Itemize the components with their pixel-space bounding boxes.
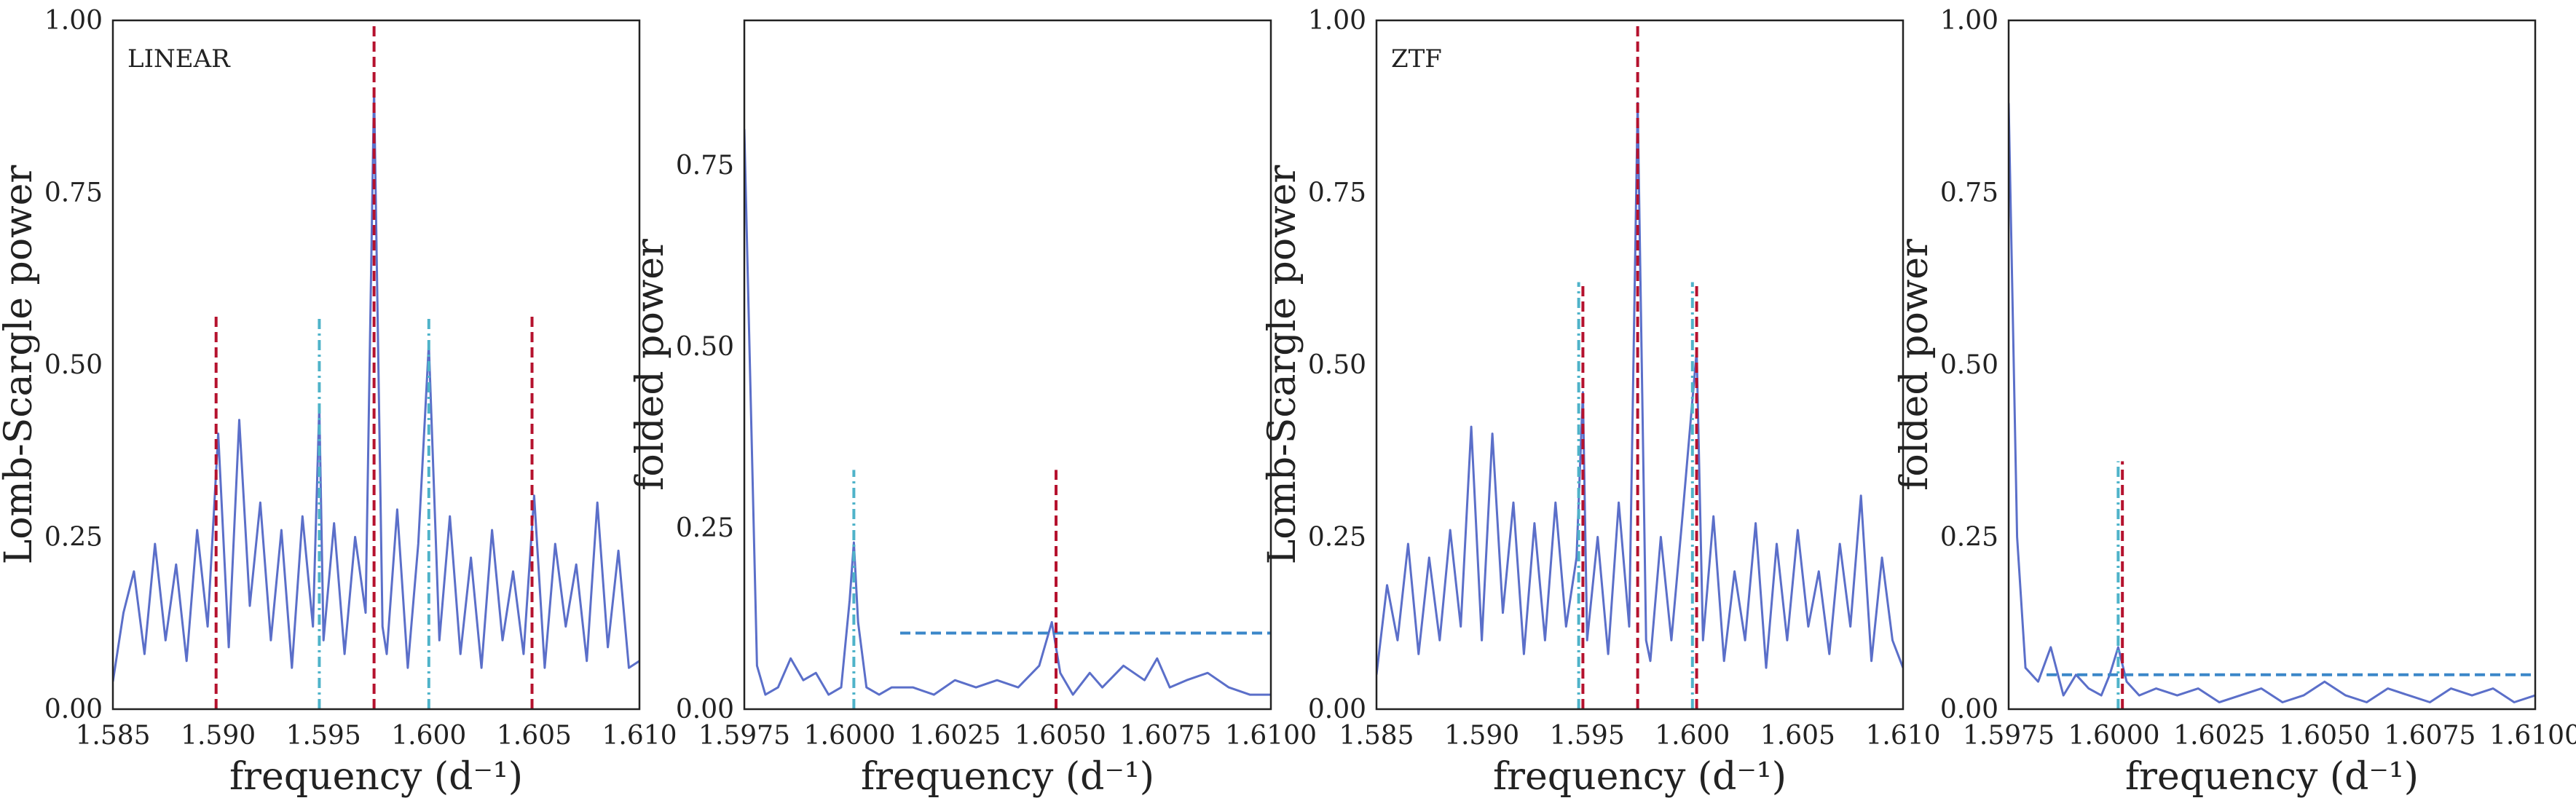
chart-panel-4: 1.5975 1.6000 1.6025 1.6050 1.6075 1.6100 0.00…	[1893, 6, 2576, 799]
series-line-1	[744, 129, 1271, 696]
x-tick-label: 1.600	[391, 721, 466, 751]
series-line-1	[113, 88, 639, 682]
y-tick-label: 1.00	[1940, 6, 1998, 36]
x-tick-label: 1.610	[1865, 721, 1940, 751]
x-tick-label: 1.6000	[804, 721, 896, 751]
x-tick-label: 1.595	[1550, 721, 1625, 751]
axes-frame	[1375, 19, 1905, 711]
x-axis-label: frequency (d⁻¹)	[861, 755, 1154, 799]
series-line-1	[1376, 102, 1903, 675]
x-tick-label: 1.595	[286, 721, 361, 751]
axes-frame	[743, 19, 1272, 711]
y-tick-label: 0.75	[1308, 178, 1366, 208]
series-line-1	[2009, 103, 2535, 703]
y-axis-label: folded power	[1893, 239, 1937, 491]
x-tick-label: 1.5975	[1963, 721, 2055, 751]
y-axis-label: Lomb-Scargle power	[0, 165, 41, 565]
x-tick-label: 1.600	[1655, 721, 1730, 751]
y-tick-label: 0.25	[1308, 523, 1366, 553]
x-tick-label: 1.6025	[2173, 721, 2265, 751]
y-tick-label: 0.50	[44, 350, 103, 380]
panel-label: LINEAR	[127, 44, 231, 74]
x-tick-label: 1.6025	[909, 721, 1001, 751]
x-tick-label: 1.585	[75, 721, 150, 751]
y-tick-label: 1.00	[44, 6, 103, 36]
chart-panel-1: 1.585 1.590 1.595 1.600 1.605 1.610 0.00 0.25 0.…	[0, 6, 677, 799]
x-tick-label: 1.6100	[2489, 721, 2576, 751]
y-axis-label: Lomb-Scargle power	[1261, 165, 1304, 565]
x-tick-label: 1.590	[181, 721, 256, 751]
x-tick-label: 1.610	[602, 721, 677, 751]
x-axis-label: frequency (d⁻¹)	[2125, 755, 2419, 799]
y-tick-label: 0.50	[1308, 350, 1366, 380]
x-tick-label: 1.6050	[2279, 721, 2371, 751]
x-tick-label: 1.6075	[2384, 721, 2475, 751]
y-tick-label: 0.50	[1940, 350, 1998, 380]
axes-frame	[2007, 19, 2537, 711]
y-tick-label: 0.50	[676, 332, 734, 362]
y-tick-label: 0.75	[676, 151, 734, 181]
y-tick-label: 0.25	[676, 513, 734, 543]
y-tick-label: 0.25	[44, 523, 103, 553]
x-tick-label: 1.5975	[698, 721, 790, 751]
y-tick-label: 0.00	[1940, 695, 1998, 724]
x-tick-label: 1.6100	[1225, 721, 1317, 751]
x-tick-label: 1.6000	[2068, 721, 2160, 751]
y-tick-label: 0.75	[44, 178, 103, 208]
x-tick-label: 1.605	[497, 721, 572, 751]
y-tick-label: 0.75	[1940, 178, 1998, 208]
y-tick-label: 0.25	[1940, 523, 1998, 553]
y-tick-label: 1.00	[1308, 6, 1366, 36]
chart-panel-2: 1.5975 1.6000 1.6025 1.6050 1.6075 1.6100 0.00…	[629, 19, 1317, 799]
x-tick-label: 1.590	[1444, 721, 1519, 751]
y-tick-label: 0.00	[676, 695, 734, 724]
x-tick-label: 1.585	[1339, 721, 1414, 751]
chart-panel-3: 1.585 1.590 1.595 1.600 1.605 1.610 0.00 0.25 0.…	[1261, 6, 1941, 799]
y-axis-label: folded power	[629, 239, 672, 491]
x-tick-label: 1.605	[1760, 721, 1835, 751]
x-axis-label: frequency (d⁻¹)	[1493, 755, 1787, 799]
axes-frame	[111, 19, 641, 711]
x-tick-label: 1.6075	[1119, 721, 1211, 751]
panel-label: ZTF	[1391, 44, 1442, 74]
y-tick-label: 0.00	[44, 695, 103, 724]
y-tick-label: 0.00	[1308, 695, 1366, 724]
x-axis-label: frequency (d⁻¹)	[229, 755, 523, 799]
x-tick-label: 1.6050	[1015, 721, 1106, 751]
